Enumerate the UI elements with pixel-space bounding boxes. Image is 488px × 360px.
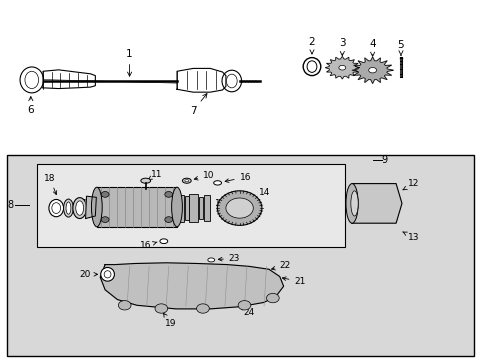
Circle shape [164,217,172,222]
Polygon shape [351,184,401,223]
Ellipse shape [217,191,262,225]
Text: 14: 14 [248,188,270,198]
Text: 15: 15 [205,199,226,208]
Circle shape [266,293,279,303]
Circle shape [164,192,172,197]
Circle shape [155,304,167,313]
Text: 3: 3 [338,38,345,55]
Ellipse shape [338,66,345,70]
Ellipse shape [213,181,221,185]
Ellipse shape [306,61,316,72]
Bar [179,194,183,221]
Ellipse shape [222,70,241,92]
Text: 22: 22 [271,261,290,270]
Ellipse shape [63,199,73,217]
Ellipse shape [171,187,182,227]
Text: 11: 11 [147,170,162,180]
Text: 1: 1 [126,49,133,76]
Bar [184,197,188,220]
Text: 12: 12 [402,179,419,190]
Text: 10: 10 [194,171,214,180]
Circle shape [196,304,209,313]
Ellipse shape [226,74,237,88]
Text: 4: 4 [368,39,375,56]
Text: 7: 7 [189,94,206,116]
Ellipse shape [303,58,320,76]
Text: 24: 24 [240,306,255,317]
Ellipse shape [184,180,188,182]
Ellipse shape [207,258,214,262]
Text: 19: 19 [163,313,177,328]
Ellipse shape [350,191,357,216]
Ellipse shape [345,184,357,223]
Ellipse shape [49,199,63,217]
Text: 18: 18 [44,174,57,194]
Ellipse shape [104,271,111,278]
Text: 8: 8 [8,200,14,210]
Ellipse shape [52,203,61,213]
Polygon shape [85,196,96,219]
Bar [97,187,177,227]
Ellipse shape [73,198,86,219]
Ellipse shape [368,68,376,73]
Bar [37,164,344,247]
Text: 17: 17 [75,199,102,208]
Ellipse shape [141,178,150,183]
Ellipse shape [101,267,114,281]
Text: 9: 9 [381,155,386,165]
Ellipse shape [20,67,43,93]
Polygon shape [325,57,359,79]
Bar [189,194,198,222]
Text: 20: 20 [79,270,97,279]
Polygon shape [351,57,392,84]
Text: 16: 16 [224,173,251,183]
Text: 16: 16 [140,241,157,250]
Ellipse shape [25,71,39,89]
Ellipse shape [76,201,83,215]
Ellipse shape [91,187,102,227]
Text: 21: 21 [282,277,305,286]
Bar [7,155,473,356]
Bar [203,195,209,221]
Ellipse shape [182,178,191,183]
Ellipse shape [225,198,253,218]
Text: 6: 6 [27,96,34,115]
Text: 13: 13 [402,232,419,242]
Circle shape [101,192,109,197]
Circle shape [101,217,109,222]
Text: 23: 23 [218,254,240,263]
Polygon shape [100,263,283,309]
Circle shape [238,301,250,310]
Text: 5: 5 [397,40,404,55]
Text: 2: 2 [308,37,315,54]
Bar [199,197,203,219]
Ellipse shape [66,202,71,214]
Circle shape [118,301,131,310]
Ellipse shape [160,239,167,243]
